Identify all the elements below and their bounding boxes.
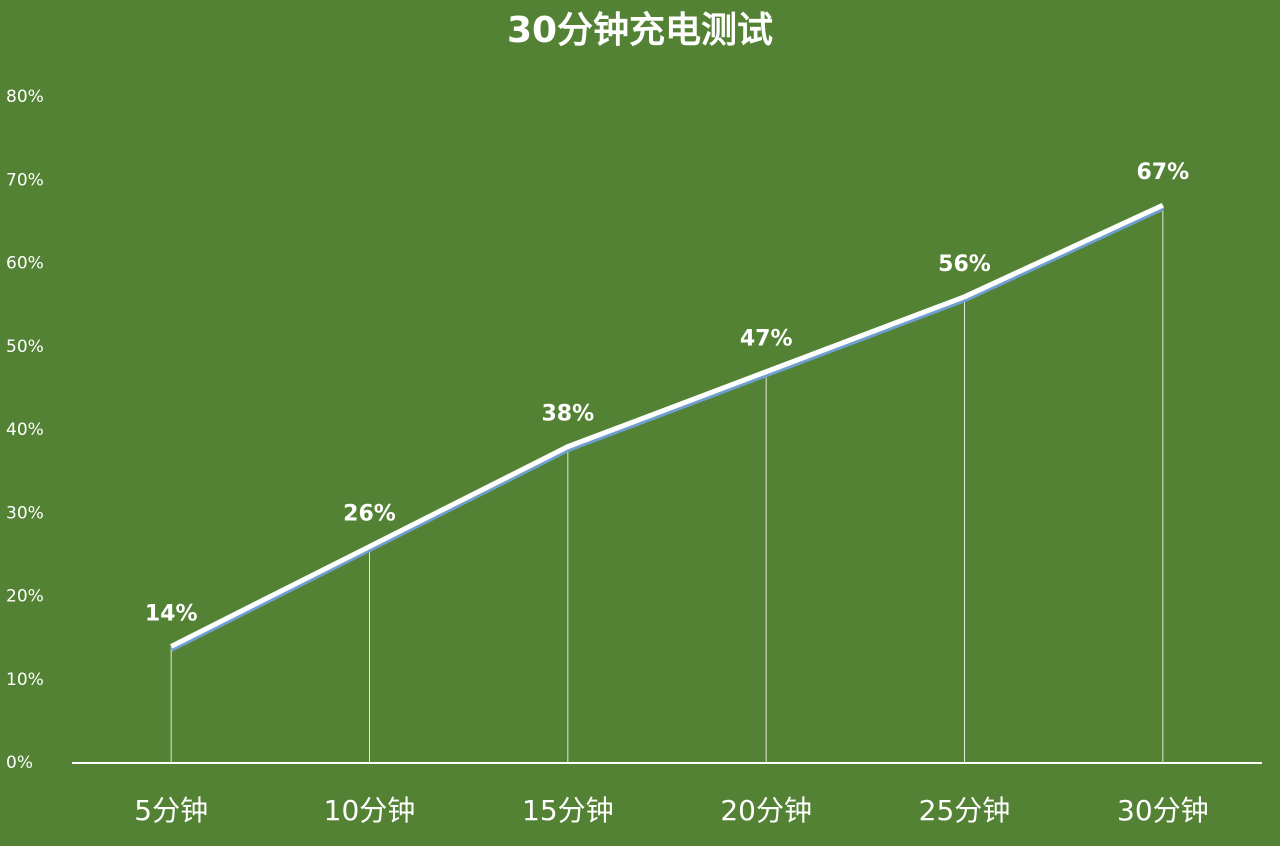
data-label: 38%: [541, 402, 594, 427]
x-tick-label: 10分钟: [324, 794, 416, 827]
chart-title: 30分钟充电测试: [507, 10, 773, 51]
y-tick-label: 0%: [6, 753, 33, 773]
line-shadow: [170, 205, 1164, 652]
x-tick-label: 5分钟: [134, 794, 208, 827]
data-label: 56%: [938, 252, 991, 277]
x-tick-label: 25分钟: [919, 794, 1011, 827]
y-tick-label: 60%: [6, 254, 44, 274]
x-tick-label: 30分钟: [1117, 794, 1209, 827]
line: [170, 202, 1164, 649]
data-label: 47%: [740, 327, 793, 352]
data-label: 14%: [145, 601, 198, 626]
y-tick-label: 30%: [6, 503, 44, 523]
data-label: 67%: [1136, 160, 1189, 185]
y-tick-label: 50%: [6, 337, 44, 357]
y-tick-label: 80%: [6, 87, 44, 107]
y-tick-label: 10%: [6, 670, 44, 690]
y-tick-label: 40%: [6, 420, 44, 440]
y-tick-label: 70%: [6, 170, 44, 190]
data-label: 26%: [343, 502, 396, 527]
x-tick-label: 20分钟: [720, 794, 812, 827]
x-tick-label: 15分钟: [522, 794, 614, 827]
y-tick-label: 20%: [6, 587, 44, 607]
